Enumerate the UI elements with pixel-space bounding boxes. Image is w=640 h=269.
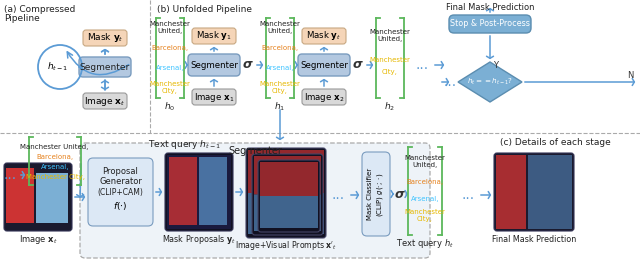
- Text: Mask $\mathbf{y}_t$: Mask $\mathbf{y}_t$: [86, 31, 124, 44]
- Text: Segmenter: Segmenter: [300, 61, 348, 69]
- Text: Final Mask Prediction: Final Mask Prediction: [492, 235, 576, 243]
- FancyBboxPatch shape: [6, 168, 34, 223]
- FancyBboxPatch shape: [248, 150, 324, 193]
- Text: $h_1$: $h_1$: [275, 101, 285, 113]
- FancyBboxPatch shape: [83, 30, 127, 46]
- Text: (c) Details of each stage: (c) Details of each stage: [500, 138, 611, 147]
- FancyBboxPatch shape: [192, 28, 236, 44]
- Text: Image $\mathbf{x}_1$: Image $\mathbf{x}_1$: [194, 90, 234, 104]
- Text: ...: ...: [415, 58, 429, 72]
- FancyBboxPatch shape: [36, 173, 68, 223]
- Text: (CLIP+CAM): (CLIP+CAM): [97, 187, 143, 196]
- Text: Manchester
City,: Manchester City,: [150, 82, 191, 94]
- FancyBboxPatch shape: [88, 158, 153, 226]
- Text: Arsenal,: Arsenal,: [266, 65, 294, 71]
- FancyBboxPatch shape: [192, 89, 236, 105]
- FancyBboxPatch shape: [302, 89, 346, 105]
- FancyBboxPatch shape: [449, 15, 531, 33]
- Text: ...: ...: [461, 188, 475, 202]
- FancyBboxPatch shape: [494, 153, 574, 231]
- FancyBboxPatch shape: [169, 157, 197, 225]
- FancyBboxPatch shape: [362, 152, 390, 236]
- Text: Manchester
City,: Manchester City,: [260, 82, 300, 94]
- FancyBboxPatch shape: [298, 54, 350, 76]
- FancyBboxPatch shape: [248, 193, 324, 234]
- Text: Proposal: Proposal: [102, 168, 138, 176]
- Text: Mask $\mathbf{y}_t$: Mask $\mathbf{y}_t$: [307, 30, 342, 43]
- Text: Mask $\mathbf{y}_1$: Mask $\mathbf{y}_1$: [196, 30, 232, 43]
- FancyBboxPatch shape: [165, 153, 233, 231]
- Text: Arsenal,: Arsenal,: [411, 196, 439, 202]
- FancyBboxPatch shape: [83, 93, 127, 109]
- FancyBboxPatch shape: [302, 28, 346, 44]
- Text: Manchester
United,: Manchester United,: [369, 30, 410, 43]
- Text: Manchester: Manchester: [369, 57, 410, 63]
- Text: $h_{t-1}$: $h_{t-1}$: [47, 61, 68, 73]
- Text: Manchester
United,: Manchester United,: [404, 155, 445, 168]
- FancyBboxPatch shape: [188, 54, 240, 76]
- FancyBboxPatch shape: [167, 155, 231, 229]
- Text: (a) Compressed: (a) Compressed: [4, 5, 76, 14]
- FancyBboxPatch shape: [252, 154, 323, 235]
- Text: Image+Visual Prompts $\mathbf{x}'_t$: Image+Visual Prompts $\mathbf{x}'_t$: [235, 239, 337, 253]
- Text: Manchester United,: Manchester United,: [20, 144, 90, 150]
- Text: $\boldsymbol{\sigma}$: $\boldsymbol{\sigma}$: [352, 58, 364, 72]
- Text: Image $\mathbf{x}_t$: Image $\mathbf{x}_t$: [84, 94, 125, 108]
- Text: Text query $h_{t-1}$: Text query $h_{t-1}$: [148, 138, 221, 151]
- FancyBboxPatch shape: [79, 57, 131, 77]
- Text: ...: ...: [3, 168, 17, 182]
- FancyBboxPatch shape: [258, 160, 320, 232]
- Text: Segmenter: Segmenter: [80, 62, 130, 72]
- Text: (b) Unfolded Pipeline: (b) Unfolded Pipeline: [157, 5, 252, 14]
- Text: City,: City,: [382, 69, 398, 75]
- Text: Manchester
United,: Manchester United,: [150, 22, 191, 34]
- FancyBboxPatch shape: [246, 148, 326, 238]
- Text: Image $\mathbf{x}_2$: Image $\mathbf{x}_2$: [304, 90, 344, 104]
- FancyBboxPatch shape: [254, 156, 321, 194]
- Text: $h_0$: $h_0$: [164, 101, 175, 113]
- Text: Manchester
United,: Manchester United,: [260, 22, 300, 34]
- FancyBboxPatch shape: [254, 194, 321, 231]
- FancyBboxPatch shape: [260, 196, 318, 228]
- FancyBboxPatch shape: [4, 163, 72, 231]
- FancyBboxPatch shape: [528, 155, 572, 229]
- Text: Barcelona,: Barcelona,: [261, 45, 299, 51]
- Text: Segmenter: Segmenter: [228, 146, 282, 156]
- Text: Manchester City,: Manchester City,: [26, 174, 84, 180]
- FancyBboxPatch shape: [80, 143, 430, 258]
- Text: Y: Y: [493, 62, 499, 70]
- Text: Generator: Generator: [99, 178, 142, 186]
- Text: Mask Proposals $\mathbf{y}_t$: Mask Proposals $\mathbf{y}_t$: [162, 232, 236, 246]
- Text: $\boldsymbol{\sigma}$: $\boldsymbol{\sigma}$: [242, 58, 254, 72]
- Text: ...: ...: [332, 188, 344, 202]
- Text: N: N: [627, 72, 633, 80]
- FancyBboxPatch shape: [496, 155, 526, 229]
- Text: Stop & Post-Process: Stop & Post-Process: [450, 19, 530, 29]
- Text: $h_2$: $h_2$: [385, 101, 396, 113]
- Text: Arsenal,: Arsenal,: [41, 164, 69, 170]
- Text: Pipeline: Pipeline: [4, 14, 40, 23]
- FancyBboxPatch shape: [199, 157, 227, 225]
- Text: ...: ...: [444, 75, 456, 89]
- Text: Arsenal,: Arsenal,: [156, 65, 184, 71]
- Text: Mask Classifier
(CLIP) $g(\cdot;\cdot)$: Mask Classifier (CLIP) $g(\cdot;\cdot)$: [367, 168, 385, 220]
- FancyBboxPatch shape: [260, 162, 318, 196]
- Text: Manchester
City,: Manchester City,: [404, 208, 445, 221]
- Text: $\boldsymbol{\sigma}$: $\boldsymbol{\sigma}$: [394, 187, 406, 200]
- Text: $f(\cdot)$: $f(\cdot)$: [113, 200, 127, 212]
- Polygon shape: [458, 62, 522, 102]
- Text: Final Mask Prediction: Final Mask Prediction: [445, 3, 534, 12]
- Text: Barcelona,: Barcelona,: [152, 45, 189, 51]
- Text: Barcelona,: Barcelona,: [36, 154, 74, 160]
- Text: Text query $h_t$: Text query $h_t$: [396, 236, 454, 250]
- Text: Segmenter: Segmenter: [190, 61, 238, 69]
- Text: Image $\mathbf{x}_t$: Image $\mathbf{x}_t$: [19, 232, 58, 246]
- Text: Barcelona,: Barcelona,: [406, 179, 444, 185]
- Text: $h_t == h_{t-1}?$: $h_t == h_{t-1}?$: [467, 77, 513, 87]
